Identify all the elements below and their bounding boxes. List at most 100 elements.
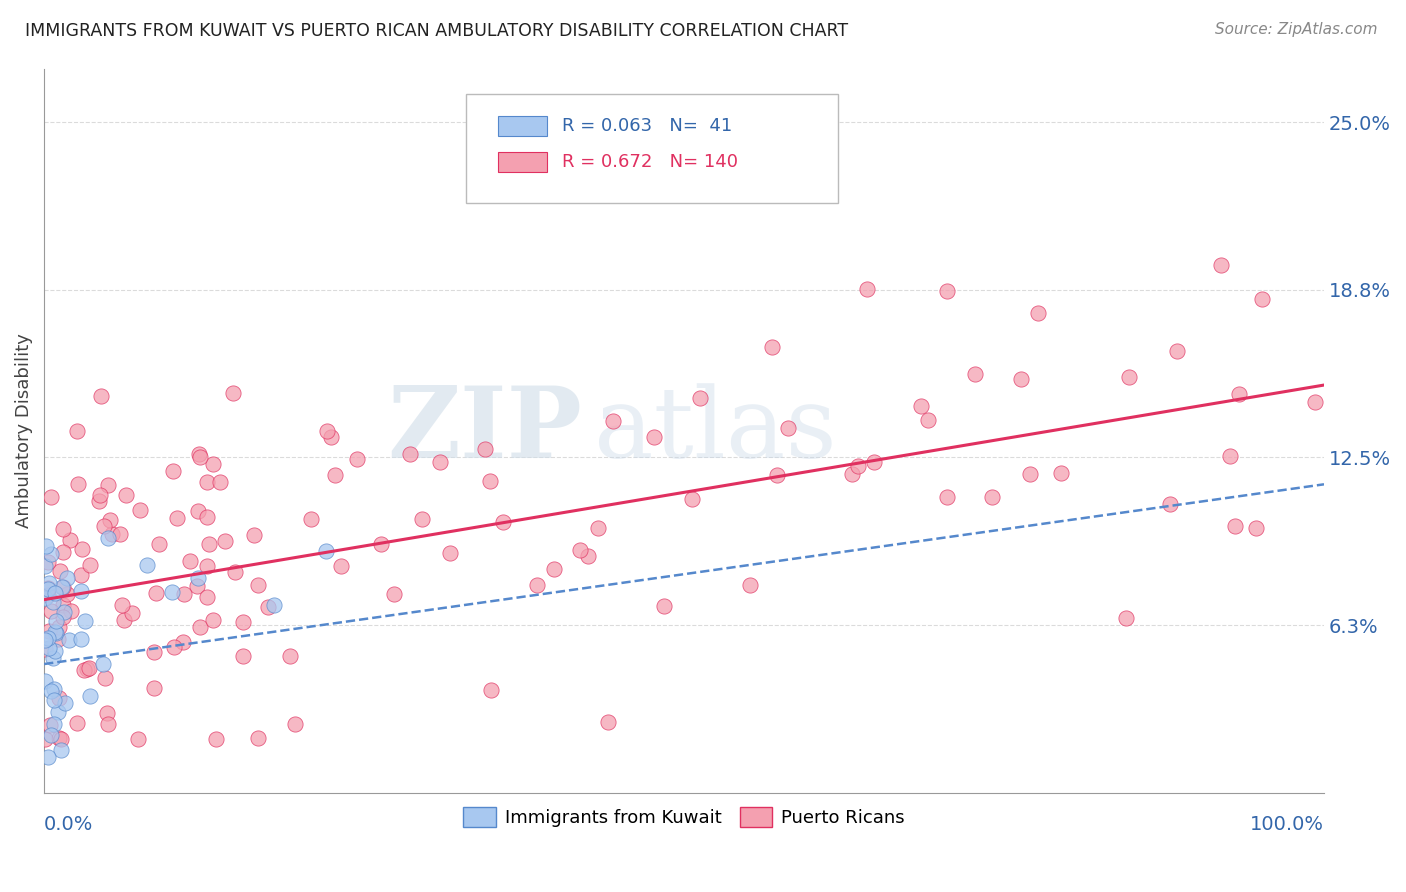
Point [51, 581, 73, 595]
Bar [499, 152, 547, 172]
Point [910, 400, 932, 414]
Point [35, 539, 58, 553]
Point [195, 590, 218, 604]
Point [243, 528, 266, 542]
Point [214, 534, 236, 549]
Point [761, 340, 783, 354]
Point [44, 586, 66, 600]
Point [681, 492, 703, 507]
Point [79, 558, 101, 573]
Point [319, 430, 342, 444]
Point [42, 650, 65, 665]
Point [1229, 386, 1251, 401]
Point [70, 583, 93, 598]
Text: atlas: atlas [595, 383, 837, 478]
Point [56, 571, 79, 585]
Point [247, 578, 270, 592]
Point [108, 527, 131, 541]
Point [479, 474, 502, 488]
Point [66, 424, 89, 438]
Point [204, 732, 226, 747]
Point [97, 477, 120, 491]
Bar [499, 116, 547, 136]
Point [70, 541, 93, 556]
Point [188, 450, 211, 464]
Point [160, 584, 183, 599]
Point [740, 577, 762, 591]
Point [492, 515, 515, 529]
Point [112, 613, 135, 627]
Point [315, 544, 337, 558]
Point [188, 620, 211, 634]
Point [48, 620, 70, 634]
Point [162, 464, 184, 478]
Point [398, 446, 420, 460]
Point [41, 547, 63, 561]
Point [1166, 343, 1188, 358]
Point [778, 421, 800, 435]
Point [52, 606, 75, 620]
Point [935, 490, 957, 504]
Point [90, 389, 112, 403]
Point [195, 559, 218, 574]
Point [765, 468, 787, 483]
Point [44, 625, 66, 640]
Point [474, 442, 496, 457]
Point [256, 600, 278, 615]
Point [76, 662, 98, 676]
Point [34, 732, 56, 747]
Point [1010, 372, 1032, 386]
Point [94, 671, 117, 685]
Point [263, 598, 285, 612]
Point [1219, 449, 1241, 463]
Point [44, 681, 66, 696]
Point [79, 661, 101, 675]
Point [201, 613, 224, 627]
Point [75, 614, 97, 628]
Point [38, 576, 60, 591]
Point [44, 644, 66, 658]
Point [46, 632, 69, 646]
Point [37, 581, 59, 595]
Point [55, 587, 77, 601]
Point [429, 455, 451, 469]
Point [935, 284, 957, 298]
Point [186, 579, 208, 593]
Point [34, 641, 56, 656]
Point [173, 586, 195, 600]
Point [34, 591, 56, 605]
Point [195, 509, 218, 524]
Text: R = 0.672   N= 140: R = 0.672 N= 140 [562, 153, 738, 171]
Point [41, 490, 63, 504]
Point [143, 644, 166, 658]
Point [37, 750, 59, 764]
Point [97, 531, 120, 545]
Legend: Immigrants from Kuwait, Puerto Ricans: Immigrants from Kuwait, Puerto Ricans [456, 800, 912, 835]
Text: 100.0%: 100.0% [1250, 814, 1324, 833]
Point [323, 467, 346, 482]
Point [1159, 497, 1181, 511]
Point [59, 604, 82, 618]
Point [34, 673, 56, 688]
Point [45, 626, 67, 640]
Point [39, 718, 62, 732]
Point [135, 558, 157, 572]
Point [52, 598, 75, 612]
Point [596, 714, 619, 729]
Text: IMMIGRANTS FROM KUWAIT VS PUERTO RICAN AMBULATORY DISABILITY CORRELATION CHART: IMMIGRANTS FROM KUWAIT VS PUERTO RICAN A… [25, 22, 848, 40]
Point [163, 640, 186, 655]
Point [981, 490, 1004, 504]
Point [52, 610, 75, 624]
Point [1019, 467, 1042, 481]
Point [91, 657, 114, 672]
Point [863, 455, 886, 469]
Point [49, 743, 72, 757]
Point [382, 587, 405, 601]
Point [89, 488, 111, 502]
Point [111, 598, 134, 612]
Point [841, 467, 863, 482]
Point [51, 580, 73, 594]
Point [1049, 466, 1071, 480]
Point [96, 706, 118, 721]
Point [439, 546, 461, 560]
